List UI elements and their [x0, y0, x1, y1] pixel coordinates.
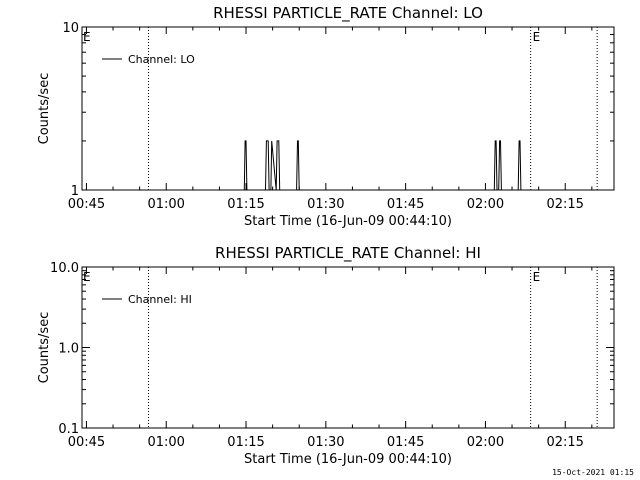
x-tick-label: 02:15: [546, 435, 583, 450]
x-tick-label: 01:30: [307, 197, 344, 212]
x-tick-label: 01:15: [227, 197, 264, 212]
y-tick-label: 1: [71, 184, 79, 199]
y-tick-label: 10: [62, 21, 79, 36]
marker-label: E: [533, 30, 541, 44]
x-tick-label: 02:15: [546, 197, 583, 212]
marker-label: E: [533, 270, 541, 284]
x-tick-label: 01:00: [147, 197, 184, 212]
x-tick-label: 01:15: [227, 435, 264, 450]
x-tick-label: 01:30: [307, 435, 344, 450]
chart-title: RHESSI PARTICLE_RATE Channel: HI: [215, 244, 481, 263]
x-tick-label: 02:00: [467, 197, 504, 212]
x-axis-label: Start Time (16-Jun-09 00:44:10): [244, 214, 452, 229]
left-edge-label: E: [83, 270, 91, 284]
series-line: [243, 140, 522, 191]
left-edge-label: E: [83, 30, 91, 44]
y-axis-label: Counts/sec: [37, 73, 52, 145]
x-tick-label: 00:45: [68, 435, 105, 450]
legend-label: Channel: HI: [128, 293, 192, 306]
y-tick-label: 0.1: [58, 422, 79, 437]
y-axis-label: Counts/sec: [37, 312, 52, 384]
plot-frame: [81, 26, 615, 191]
plot-frame: [81, 266, 615, 429]
x-tick-label: 00:45: [68, 197, 105, 212]
x-axis-label: Start Time (16-Jun-09 00:44:10): [244, 452, 452, 467]
chart-title: RHESSI PARTICLE_RATE Channel: LO: [213, 4, 483, 23]
y-tick-label: 10.0: [50, 261, 79, 276]
legend-label: Channel: LO: [128, 53, 195, 66]
x-tick-label: 02:00: [467, 435, 504, 450]
chart-panel-2: RHESSI PARTICLE_RATE Channel: HI 00:45 01:…: [37, 244, 615, 467]
x-tick-label: 01:45: [387, 435, 424, 450]
x-tick-label: 01:00: [147, 435, 184, 450]
footer-timestamp: 15-Oct-2021 01:15: [552, 468, 634, 477]
chart-panel-1: RHESSI PARTICLE_RATE Channel: LO 00:45 01:…: [37, 4, 615, 229]
x-tick-label: 01:45: [387, 197, 424, 212]
y-tick-label: 1.0: [58, 342, 79, 357]
